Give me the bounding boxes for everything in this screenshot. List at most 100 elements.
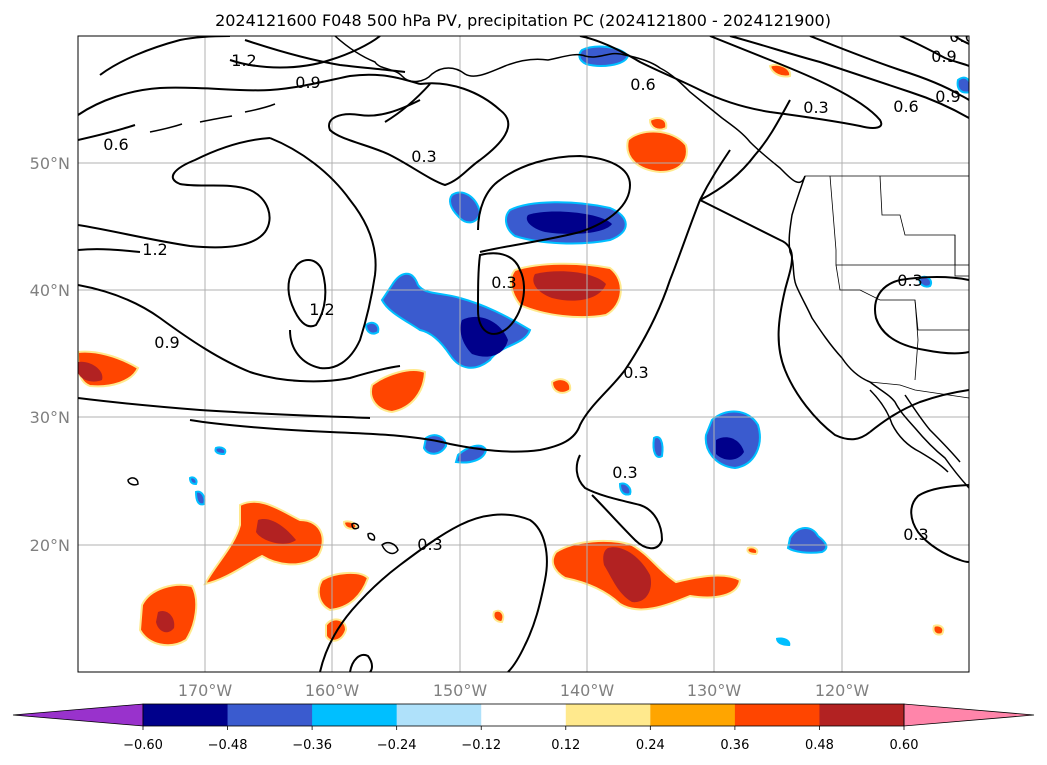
precip-blob [256,519,296,544]
precip-blob [786,527,828,554]
pacific-island [127,477,139,486]
pv-contour [575,454,664,550]
colorbar-extend-low [12,703,144,727]
pv-contour [78,248,141,253]
precip-blob [78,361,103,382]
precip-blob [648,117,668,131]
pv-contour [729,36,969,119]
contour-label: 0.3 [623,363,648,382]
precip-blob [364,321,380,335]
precip-blob [618,482,632,496]
pv-contour [78,73,421,116]
colorbar-frame [142,703,905,727]
pv-contour [349,654,373,672]
colorbar-tick-label: −0.48 [208,738,248,753]
contour-labels: 1.2 0.9 0.6 0.3 1.2 0.9 1.2 0.3 0.3 0.6 … [103,27,974,554]
gridlines [78,36,969,672]
precip-blob [776,637,791,646]
colorbar-segment [396,704,482,726]
precip-blob [460,316,508,357]
contour-label: 0.3 [903,525,928,544]
colorbar-tick-label: 0.60 [890,738,919,753]
precip-blob [342,520,358,530]
lat-tick-label: 40°N [30,281,70,300]
us-state-border [954,235,969,277]
precip-blob [652,436,664,458]
baja-coast [869,389,949,473]
lon-tick-labels: 170°W 160°W 150°W 140°W 130°W 120°W [178,681,870,700]
precip-blob [932,624,945,636]
political-borders [805,175,969,399]
pv-contour [244,39,406,73]
contour-label: 0.3 [491,273,516,292]
contour-label: 0.9 [931,47,956,66]
contour-label: 0.6 [949,27,974,46]
pv-contour [910,484,969,563]
precip-blob [746,546,759,556]
colorbar-segment [734,704,820,726]
lat-tick-labels: 20°N 30°N 40°N 50°N [30,154,70,555]
colorbar-segment [312,704,398,726]
precip-blob [449,191,482,224]
colorbar-tick-label: 0.24 [636,738,665,753]
contour-label: 0.3 [803,98,828,117]
colorbar-segment [481,704,567,726]
contour-label: 0.6 [103,135,128,154]
aleutian-islands [149,103,276,133]
pv-contour [229,36,381,69]
us-state-border [829,175,969,266]
lon-tick-label: 120°W [815,681,870,700]
precip-blob [533,271,606,301]
hawaii-island [367,532,376,541]
contour-label: 0.3 [612,463,637,482]
colorbar-tick-label: −0.24 [377,738,417,753]
colorbar-segment [143,704,229,726]
lon-tick-label: 170°W [178,681,233,700]
contour-label: 0.6 [630,75,655,94]
precip-blob [156,610,175,633]
hawaii-island [381,542,399,555]
pv-contour [869,389,969,433]
pv-contour [699,99,791,201]
lon-tick-label: 160°W [305,681,360,700]
precip-blob [956,76,969,94]
precip-blob [214,446,227,456]
lat-tick-label: 50°N [30,154,70,173]
pv-contour [699,199,871,441]
contour-label: 0.9 [154,333,179,352]
pv-contour [328,82,510,187]
pv-contour [78,397,371,419]
na-west-coast [788,175,969,489]
lon-tick-label: 140°W [560,681,615,700]
precip-blob [716,437,744,460]
map-area: 1.2 0.9 0.6 0.3 1.2 0.9 1.2 0.3 0.3 0.6 … [78,27,974,672]
lat-tick-label: 30°N [30,408,70,427]
pv-contour [954,36,969,45]
pv-contour [269,137,377,370]
contour-label: 1.2 [231,51,256,70]
colorbar-segment [565,704,651,726]
precip-blob [550,378,572,394]
contour-label: 0.6 [893,97,918,116]
lon-tick-label: 150°W [433,681,488,700]
pv-contour [476,252,525,335]
colorbar-tick-label: 0.48 [805,738,834,753]
colorbar-extend-high [903,703,1035,727]
gulf-california-coast [904,394,961,463]
contour-label: 0.3 [417,535,442,554]
pv-contour [287,259,327,328]
pv-contour [579,36,883,129]
precip-blob [578,45,630,67]
colorbar-tick-label: −0.12 [461,738,501,753]
lon-tick-label: 130°W [687,681,742,700]
colorbar-tick-label: −0.36 [292,738,332,753]
precip-blob [317,572,370,612]
precip-blob [603,547,652,603]
us-mexico-border [869,381,969,399]
contour-label: 1.2 [142,240,167,259]
pv-contour [874,276,969,355]
pv-contour [78,124,136,141]
precip-blob [422,434,448,455]
contour-label: 0.9 [295,73,320,92]
